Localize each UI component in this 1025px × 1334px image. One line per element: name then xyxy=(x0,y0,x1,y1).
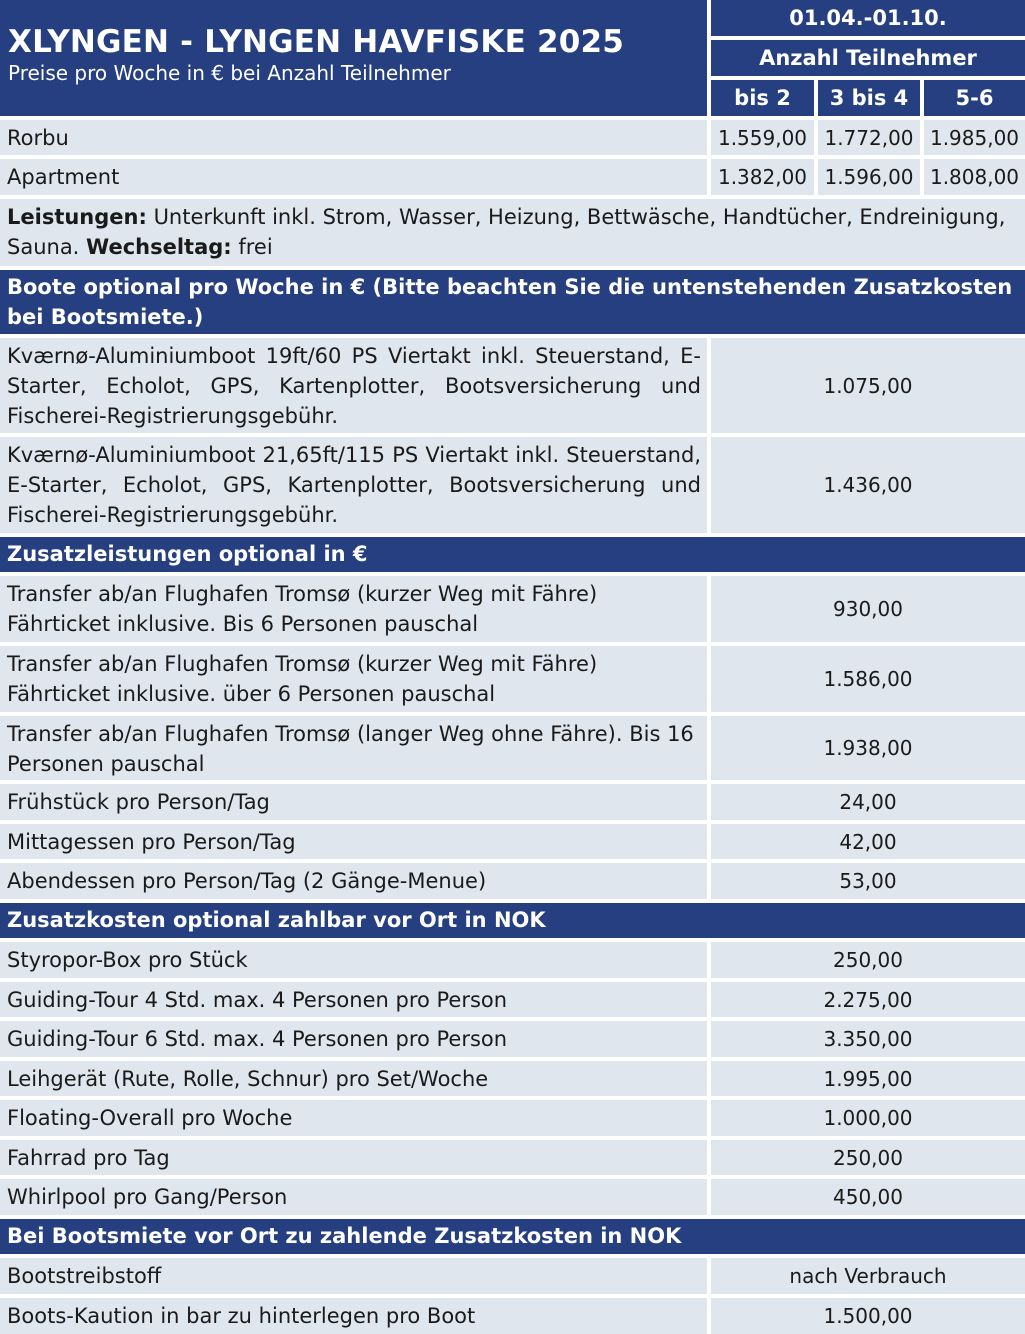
header-title-block: XLYNGEN - LYNGEN HAVFISKE 2025 Preise pr… xyxy=(0,0,707,116)
table-row: Bootstreibstoff nach Verbrauch xyxy=(0,1258,1025,1294)
item-description: Boots-Kaution in bar zu hinterlegen pro … xyxy=(0,1298,707,1334)
table-row: Fahrrad pro Tag 250,00 xyxy=(0,1140,1025,1175)
item-description: Abendessen pro Person/Tag (2 Gänge-Menue… xyxy=(0,863,707,899)
section-header-boats: Boote optional pro Woche in € (Bitte bea… xyxy=(0,270,1025,334)
price-cell: nach Verbrauch xyxy=(711,1258,1025,1294)
table-row: Rorbu 1.559,00 1.772,00 1.985,00 xyxy=(0,120,1025,155)
price-cell: 1.586,00 xyxy=(711,646,1025,712)
section-header-local-costs: Zusatzkosten optional zahlbar vor Ort in… xyxy=(0,903,1025,938)
price-cell: 930,00 xyxy=(711,576,1025,642)
section-title: Zusatzleistungen optional in € xyxy=(0,537,1025,572)
item-description: Guiding-Tour 4 Std. max. 4 Personen pro … xyxy=(0,982,707,1017)
table-row: Transfer ab/an Flughafen Tromsø (langer … xyxy=(0,716,1025,780)
section-title: Zusatzkosten optional zahlbar vor Ort in… xyxy=(0,903,1025,938)
price-cell: 42,00 xyxy=(711,824,1025,859)
page-subtitle: Preise pro Woche in € bei Anzahl Teilneh… xyxy=(8,61,451,85)
header: XLYNGEN - LYNGEN HAVFISKE 2025 Preise pr… xyxy=(0,0,1025,116)
services-text: Leistungen: Unterkunft inkl. Strom, Wass… xyxy=(0,199,1025,266)
section-title: Boote optional pro Woche in € (Bitte bea… xyxy=(0,270,1025,334)
item-description: Kværnø-Aluminiumboot 19ft/60 PS Viertakt… xyxy=(0,338,707,433)
changeover-value: frei xyxy=(231,235,273,259)
price-cell: 250,00 xyxy=(711,942,1025,978)
table-row: Transfer ab/an Flughafen Tromsø (kurzer … xyxy=(0,576,1025,642)
section-header-extras: Zusatzleistungen optional in € xyxy=(0,537,1025,572)
price-cell: 2.275,00 xyxy=(711,982,1025,1017)
table-row: Styropor-Box pro Stück 250,00 xyxy=(0,942,1025,978)
price-cell: 1.808,00 xyxy=(924,159,1025,195)
services-label: Leistungen: xyxy=(7,205,147,229)
section-title: Bei Bootsmiete vor Ort zu zahlende Zusat… xyxy=(0,1219,1025,1254)
price-cell: 250,00 xyxy=(711,1140,1025,1175)
section-header-boat-costs: Bei Bootsmiete vor Ort zu zahlende Zusat… xyxy=(0,1219,1025,1254)
table-row: Leihgerät (Rute, Rolle, Schnur) pro Set/… xyxy=(0,1061,1025,1096)
item-description: Transfer ab/an Flughafen Tromsø (langer … xyxy=(0,716,707,780)
table-row: Boots-Kaution in bar zu hinterlegen pro … xyxy=(0,1298,1025,1334)
col-header-2: 3 bis 4 xyxy=(818,80,920,116)
item-description: Kværnø-Aluminiumboot 21,65ft/115 PS Vier… xyxy=(0,437,707,533)
item-description: Floating-Overall pro Woche xyxy=(0,1100,707,1136)
participants-label: Anzahl Teilnehmer xyxy=(759,46,977,70)
price-cell: 1.075,00 xyxy=(711,338,1025,433)
table-row: Frühstück pro Person/Tag 24,00 xyxy=(0,784,1025,820)
table-row: Transfer ab/an Flughafen Tromsø (kurzer … xyxy=(0,646,1025,712)
table-row: Kværnø-Aluminiumboot 19ft/60 PS Viertakt… xyxy=(0,338,1025,433)
price-cell: 1.938,00 xyxy=(711,716,1025,780)
price-cell: 1.500,00 xyxy=(711,1298,1025,1334)
table-row: Kværnø-Aluminiumboot 21,65ft/115 PS Vier… xyxy=(0,437,1025,533)
season-header: 01.04.-01.10. xyxy=(711,0,1025,36)
price-cell: 450,00 xyxy=(711,1179,1025,1215)
price-cell: 24,00 xyxy=(711,784,1025,820)
price-cell: 1.436,00 xyxy=(711,437,1025,533)
item-description: Guiding-Tour 6 Std. max. 4 Personen pro … xyxy=(0,1021,707,1057)
table-row: Floating-Overall pro Woche 1.000,00 xyxy=(0,1100,1025,1136)
accommodation-name: Apartment xyxy=(0,159,707,195)
services-description: Unterkunft inkl. Strom, Wasser, Heizung,… xyxy=(7,205,1006,259)
price-cell: 53,00 xyxy=(711,863,1025,899)
item-description: Transfer ab/an Flughafen Tromsø (kurzer … xyxy=(0,646,707,712)
changeover-label: Wechseltag: xyxy=(86,235,232,259)
table-row: Apartment 1.382,00 1.596,00 1.808,00 xyxy=(0,159,1025,195)
item-description: Bootstreibstoff xyxy=(0,1258,707,1294)
participants-header: Anzahl Teilnehmer xyxy=(711,40,1025,76)
price-cell: 1.559,00 xyxy=(711,120,814,155)
item-description: Frühstück pro Person/Tag xyxy=(0,784,707,820)
price-cell: 1.382,00 xyxy=(711,159,814,195)
table-row: Abendessen pro Person/Tag (2 Gänge-Menue… xyxy=(0,863,1025,899)
price-cell: 1.596,00 xyxy=(818,159,920,195)
col-header-3: 5-6 xyxy=(924,80,1025,116)
price-cell: 1.985,00 xyxy=(924,120,1025,155)
item-description: Whirlpool pro Gang/Person xyxy=(0,1179,707,1215)
season-label: 01.04.-01.10. xyxy=(789,6,947,30)
page-title: XLYNGEN - LYNGEN HAVFISKE 2025 xyxy=(8,24,625,60)
table-row: Mittagessen pro Person/Tag 42,00 xyxy=(0,824,1025,859)
price-cell: 1.000,00 xyxy=(711,1100,1025,1136)
table-row: Guiding-Tour 4 Std. max. 4 Personen pro … xyxy=(0,982,1025,1017)
col-header-1: bis 2 xyxy=(711,80,814,116)
item-description: Styropor-Box pro Stück xyxy=(0,942,707,978)
services-row: Leistungen: Unterkunft inkl. Strom, Wass… xyxy=(0,199,1025,266)
item-description: Mittagessen pro Person/Tag xyxy=(0,824,707,859)
table-row: Guiding-Tour 6 Std. max. 4 Personen pro … xyxy=(0,1021,1025,1057)
table-row: Whirlpool pro Gang/Person 450,00 xyxy=(0,1179,1025,1215)
item-description: Fahrrad pro Tag xyxy=(0,1140,707,1175)
price-cell: 1.995,00 xyxy=(711,1061,1025,1096)
accommodation-name: Rorbu xyxy=(0,120,707,155)
price-cell: 3.350,00 xyxy=(711,1021,1025,1057)
item-description: Transfer ab/an Flughafen Tromsø (kurzer … xyxy=(0,576,707,642)
item-description: Leihgerät (Rute, Rolle, Schnur) pro Set/… xyxy=(0,1061,707,1096)
price-cell: 1.772,00 xyxy=(818,120,920,155)
